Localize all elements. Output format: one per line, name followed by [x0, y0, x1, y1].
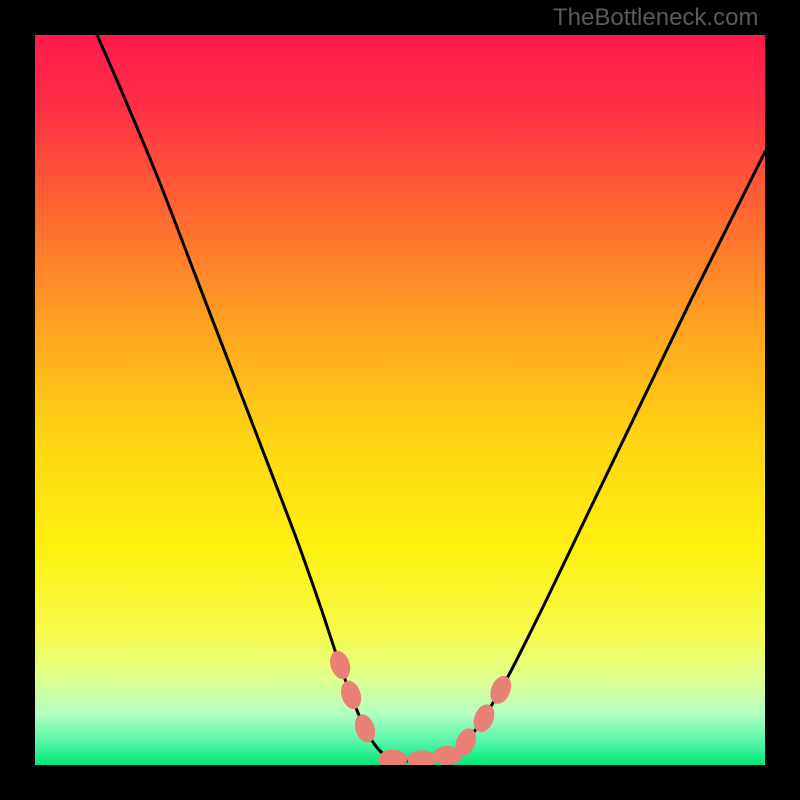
curve-marker [379, 750, 407, 765]
curve-marker [408, 751, 436, 765]
plot-svg [35, 35, 765, 765]
watermark-text: TheBottleneck.com [553, 4, 758, 32]
plot-area [35, 35, 765, 765]
chart-stage: TheBottleneck.com [0, 0, 800, 800]
